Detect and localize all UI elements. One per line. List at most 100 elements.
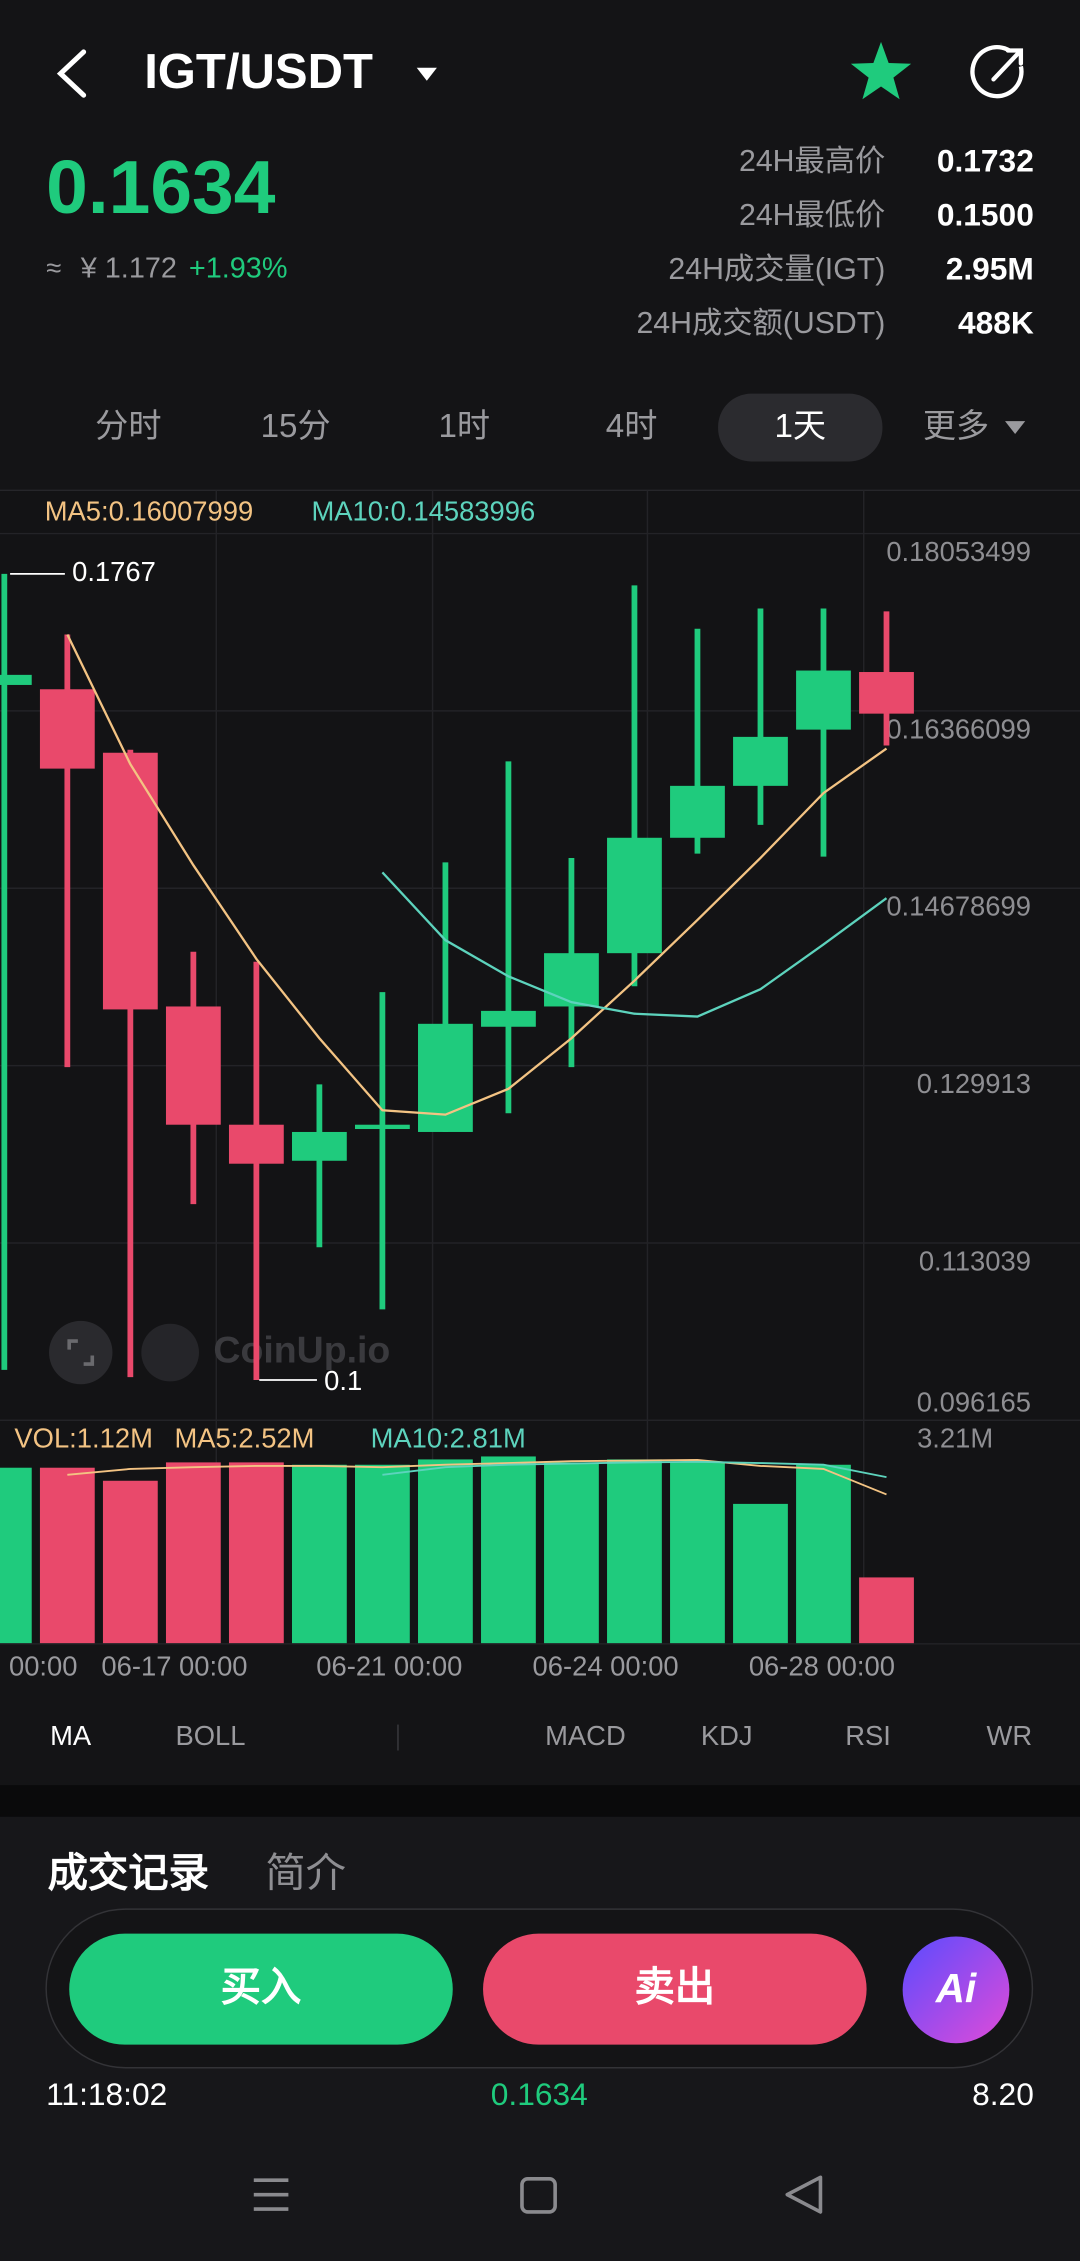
interval-selected: [718, 393, 883, 462]
volume-bar: [733, 1503, 788, 1644]
indicator-tabs: MA BOLL MACD KDJ RSI WR: [50, 1720, 1032, 1751]
indicator-tab[interactable]: WR: [987, 1720, 1033, 1751]
volume-bar: [291, 1464, 347, 1644]
nav-home[interactable]: [520, 2176, 557, 2214]
stat-label: 24H成交额(USDT): [636, 306, 885, 340]
pair-dropdown[interactable]: [416, 67, 437, 81]
y-tick-label: 0.14678699: [886, 891, 1031, 922]
y-tick-label: 0.096165: [917, 1387, 1031, 1418]
expand-icon: [67, 1339, 95, 1366]
volume-bar: [39, 1467, 95, 1644]
cny-price: ¥ 1.172: [80, 252, 177, 284]
indicator-tab[interactable]: MA: [50, 1720, 92, 1751]
volume-bar: [544, 1462, 599, 1644]
stat-value: 488K: [958, 305, 1034, 341]
ma-line: [381, 871, 888, 1018]
candle-body: [165, 1006, 221, 1125]
candle-body: [228, 1124, 284, 1164]
stat-value: 0.1732: [937, 142, 1034, 178]
kline-chart: 0.18053499 0.16366099 0.14678699 0.129913 0.…: [0, 490, 1080, 1682]
buy-button[interactable]: [69, 1933, 453, 2045]
volume-label: VOL:1.12M: [14, 1423, 152, 1454]
candle-body: [355, 1124, 410, 1130]
watermark: CoinUp.io: [213, 1328, 390, 1370]
volume-bar: [228, 1462, 284, 1644]
candle-body: [0, 674, 32, 685]
y-tick-label: 0.129913: [917, 1068, 1031, 1099]
indicator-tab[interactable]: KDJ: [701, 1720, 753, 1751]
ma-line: [66, 633, 888, 1116]
x-tick-label: 06-21 00:00: [316, 1651, 462, 1682]
trade-amount: 8.20: [972, 2076, 1034, 2112]
y-tick-label: 0.18053499: [886, 536, 1031, 567]
volume-ma-line: [67, 1459, 887, 1496]
candle-body: [607, 837, 662, 954]
stat-label: 24H最高价: [739, 144, 885, 178]
volume-legend: MA10:2.81M: [371, 1423, 526, 1454]
approx-sign: ≈: [46, 252, 61, 283]
stat-label: 24H成交量(IGT): [668, 252, 885, 286]
volume-bar: [355, 1464, 410, 1644]
low-label: 0.1: [324, 1365, 362, 1396]
legend-entry: MA5:0.16007999: [45, 496, 254, 527]
volume-ma-line: [382, 1460, 887, 1479]
change-percent: +1.93%: [189, 252, 288, 284]
x-tick-label: 06-24 00:00: [533, 1651, 679, 1682]
interval-tab[interactable]: 1时: [438, 408, 490, 445]
volume-bar: [165, 1462, 221, 1644]
volume-bar: [796, 1464, 851, 1644]
volume-tick-label: 3.21M: [917, 1423, 993, 1454]
y-tick-label: 0.113039: [919, 1245, 1031, 1276]
volume-legend: MA5:2.52M: [174, 1423, 314, 1454]
volume-bar: [607, 1459, 662, 1644]
trade-price: 0.1634: [491, 2076, 588, 2112]
share-button[interactable]: [970, 44, 1024, 99]
sell-label: 卖出: [634, 1964, 715, 2010]
indicator-tab[interactable]: BOLL: [176, 1720, 246, 1751]
interval-tab[interactable]: 4时: [606, 408, 658, 445]
candle-body: [796, 670, 851, 730]
stat-value: 0.1500: [937, 196, 1034, 232]
indicator-tab[interactable]: MACD: [545, 1720, 626, 1751]
candle-body: [544, 953, 599, 1007]
expand-button[interactable]: [49, 1320, 113, 1385]
tab-intro[interactable]: 简介: [265, 1850, 346, 1896]
last-price: 0.1634: [46, 145, 276, 229]
trade-time: 11:18:02: [46, 2076, 167, 2112]
pair-title[interactable]: IGT/USDT: [144, 45, 373, 99]
stat-label: 24H最低价: [739, 198, 885, 232]
interval-tab[interactable]: 15分: [261, 408, 331, 445]
candle-body: [291, 1131, 347, 1161]
nav-back[interactable]: [785, 2175, 823, 2214]
interval-tab[interactable]: 分时: [95, 408, 161, 445]
buy-label: 买入: [221, 1964, 302, 2010]
interval-tab[interactable]: 1天: [774, 408, 826, 445]
interval-tabs: 分时 15分 1时 4时 1天 更多: [95, 393, 1026, 462]
candle-body: [481, 1010, 536, 1027]
volume-bar: [102, 1480, 158, 1644]
volume-bar: [859, 1577, 914, 1644]
y-tick-label: 0.16366099: [886, 713, 1031, 744]
interval-tab[interactable]: 更多: [923, 408, 989, 445]
ai-button[interactable]: [902, 1936, 1010, 2044]
favorite-star[interactable]: [850, 41, 912, 100]
ai-label: Ai: [935, 1965, 977, 2011]
candle-body: [102, 752, 158, 1010]
volume-bar: [418, 1459, 473, 1644]
candle-body: [670, 785, 725, 838]
indicator-tab[interactable]: RSI: [845, 1720, 891, 1751]
tab-trades[interactable]: 成交记录: [48, 1850, 209, 1896]
volume-bar: [481, 1456, 536, 1644]
watermark-logo: [141, 1323, 199, 1382]
x-tick-label: 00:00: [9, 1651, 78, 1682]
x-tick-label: 06-28 00:00: [749, 1651, 895, 1682]
candle-body: [859, 672, 914, 714]
back-button[interactable]: [56, 49, 87, 98]
nav-menu[interactable]: [253, 2178, 289, 2211]
section-gap: [0, 1785, 1080, 1817]
sell-button[interactable]: [483, 1933, 867, 2045]
legend-entry: MA10:0.14583996: [311, 496, 535, 527]
nav-bar: [253, 2175, 823, 2214]
